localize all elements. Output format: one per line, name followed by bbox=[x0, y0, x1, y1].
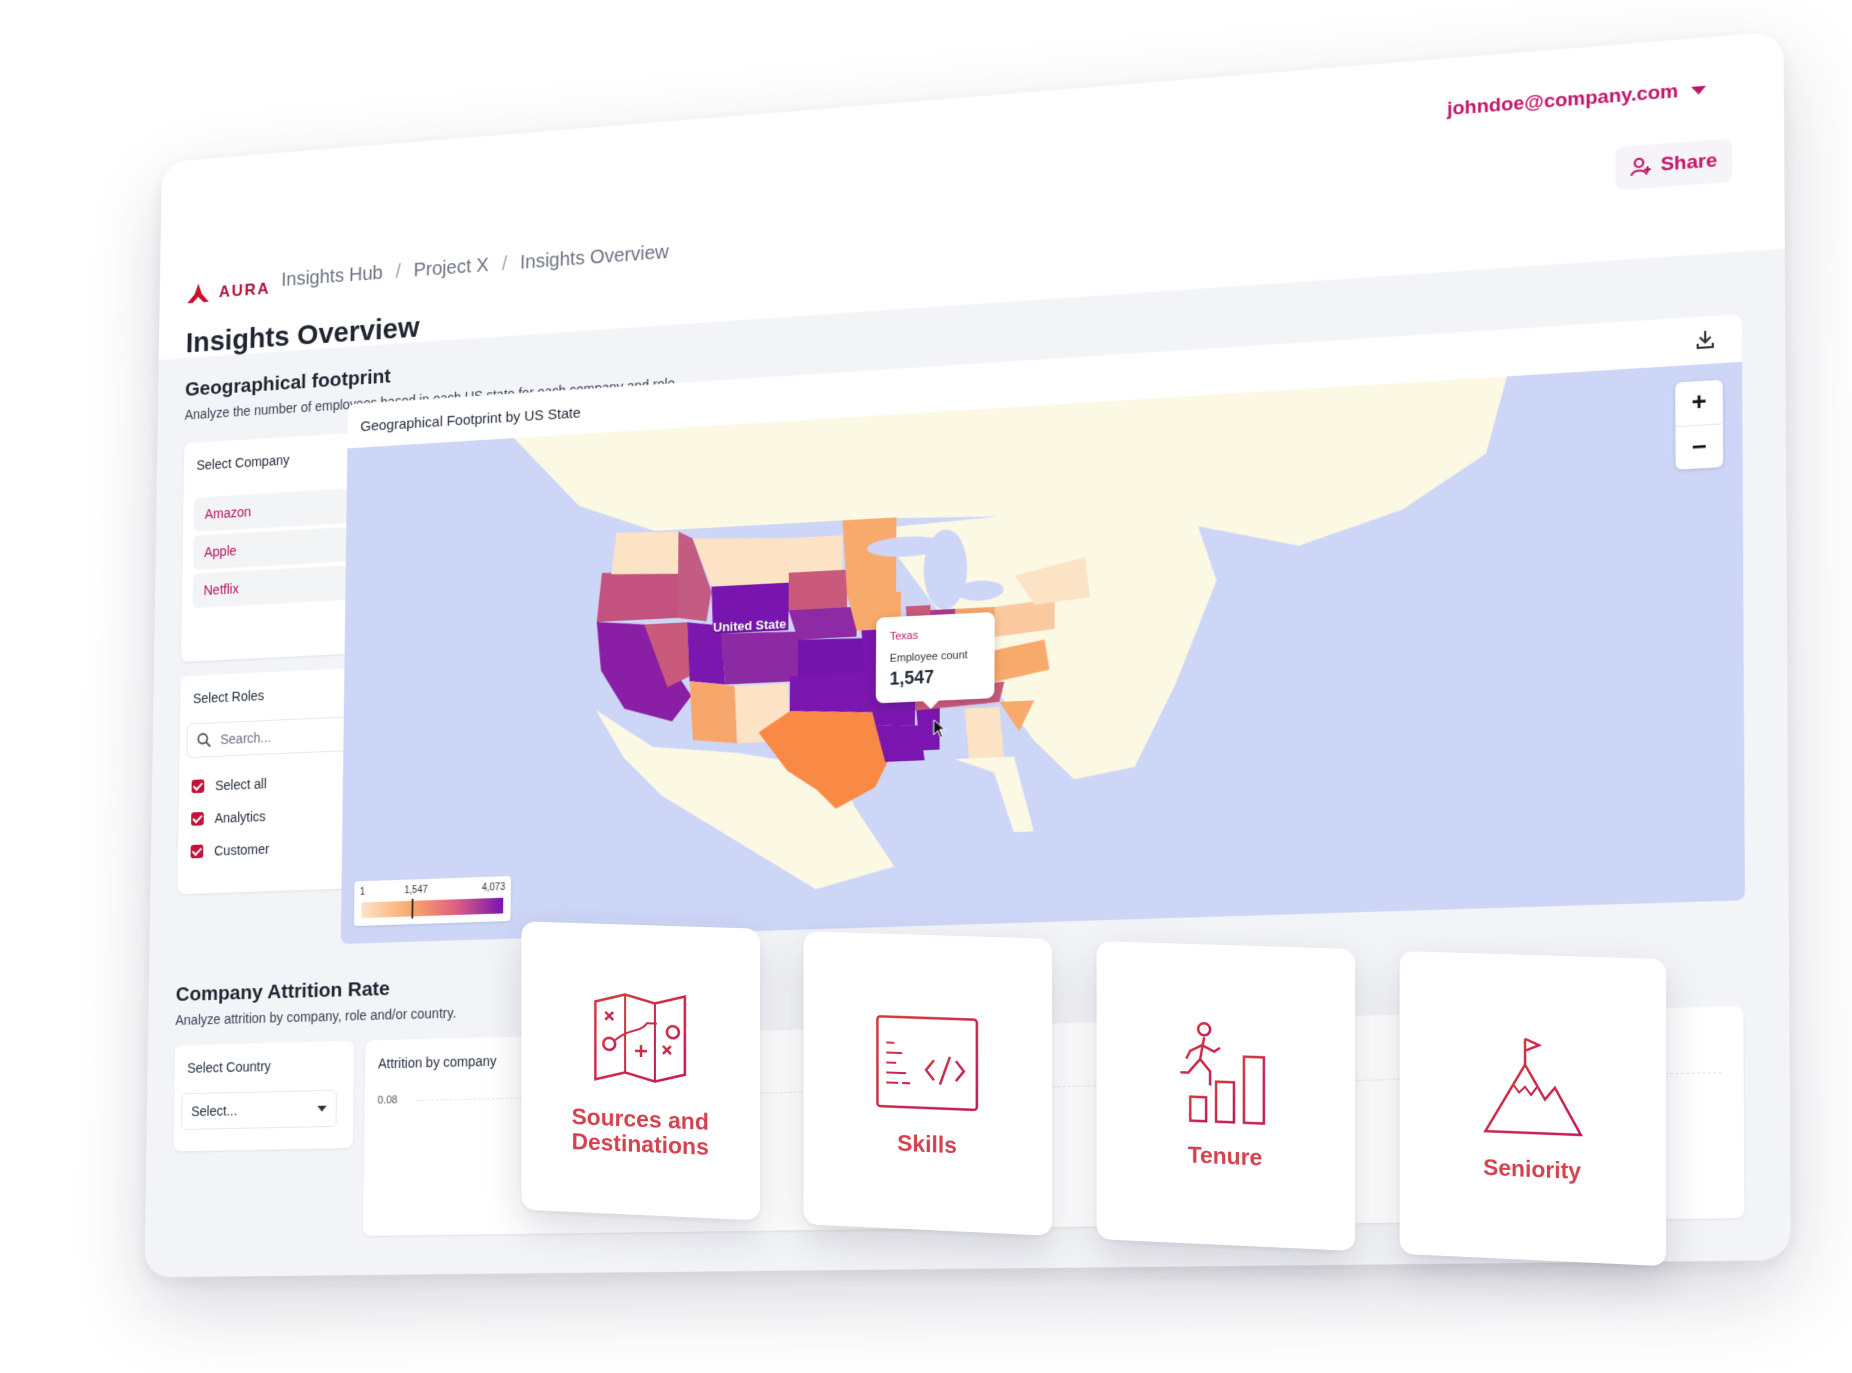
legend-marker bbox=[411, 899, 413, 919]
feature-card-sources-destinations[interactable]: Sources and Destinations bbox=[521, 921, 760, 1220]
state-washington bbox=[611, 530, 678, 578]
breadcrumb-current: Insights Overview bbox=[520, 241, 669, 274]
legend-max: 4,073 bbox=[482, 882, 506, 894]
aura-logo-icon bbox=[186, 281, 210, 307]
code-window-icon bbox=[872, 1006, 981, 1120]
legend-gradient bbox=[361, 898, 503, 918]
state-north-dakota bbox=[789, 535, 843, 573]
zoom-in-button[interactable]: + bbox=[1675, 380, 1723, 426]
tooltip-value: 1,547 bbox=[890, 667, 935, 690]
attrition-chart-title: Attrition by company bbox=[378, 1053, 497, 1071]
feature-card-tenure[interactable]: Tenure bbox=[1097, 941, 1356, 1251]
top-bar: AURA Insights Hub / Project X / Insights… bbox=[159, 31, 1785, 360]
select-roles-panel: Select Roles Search... Select all Analyt… bbox=[177, 668, 359, 895]
download-icon[interactable] bbox=[1694, 328, 1716, 350]
card-label: Skills bbox=[897, 1131, 957, 1159]
role-option-customer[interactable]: Customer bbox=[191, 841, 270, 859]
country-select[interactable]: Select... bbox=[181, 1090, 337, 1130]
state-florida bbox=[954, 756, 1034, 835]
select-roles-title: Select Roles bbox=[193, 688, 264, 707]
user-email: johndoe@company.com bbox=[1447, 81, 1678, 121]
map-tooltip: Texas Employee count 1,547 bbox=[876, 612, 995, 704]
breadcrumb: Insights Hub / Project X / Insights Over… bbox=[281, 241, 669, 291]
checkbox-checked[interactable] bbox=[191, 812, 204, 826]
brand-name: AURA bbox=[219, 279, 271, 302]
zoom-controls: + − bbox=[1675, 380, 1723, 470]
role-label: Analytics bbox=[215, 808, 266, 825]
attrition-section-title: Company Attrition Rate bbox=[176, 977, 390, 1006]
state-arizona bbox=[689, 679, 738, 745]
map-route-icon bbox=[585, 981, 694, 1095]
state-colorado bbox=[720, 630, 798, 685]
roles-search-input[interactable]: Search... bbox=[187, 716, 355, 758]
user-menu[interactable]: johndoe@company.com bbox=[1447, 79, 1706, 122]
select-company-panel: Select Company Amazon Apple Netflix bbox=[181, 432, 362, 662]
tooltip-state: Texas bbox=[890, 630, 918, 643]
mouse-cursor-icon bbox=[933, 718, 947, 739]
state-oregon bbox=[597, 569, 678, 622]
search-placeholder: Search... bbox=[220, 729, 271, 747]
chevron-down-icon bbox=[317, 1106, 326, 1112]
state-oklahoma bbox=[790, 673, 876, 717]
share-label: Share bbox=[1661, 150, 1718, 177]
attrition-section-description: Analyze attrition by company, role and/o… bbox=[175, 1005, 456, 1028]
page-title: Insights Overview bbox=[186, 311, 420, 360]
y-axis-tick: 0.08 bbox=[377, 1094, 397, 1106]
search-icon bbox=[197, 732, 212, 748]
mountain-flag-icon bbox=[1477, 1031, 1586, 1145]
brand-logo[interactable]: AURA bbox=[186, 276, 270, 307]
checkbox-checked[interactable] bbox=[192, 779, 205, 793]
state-nebraska bbox=[788, 607, 856, 640]
climbing-steps-icon bbox=[1170, 1018, 1279, 1132]
state-georgia bbox=[964, 707, 1004, 759]
chevron-down-icon bbox=[1691, 86, 1706, 95]
share-button[interactable]: Share bbox=[1616, 138, 1733, 190]
select-country-panel: Select Country Select... bbox=[173, 1041, 354, 1152]
card-label: Sources and Destinations bbox=[521, 1102, 760, 1163]
breadcrumb-insights-hub[interactable]: Insights Hub bbox=[281, 262, 383, 291]
role-label: Customer bbox=[214, 841, 269, 858]
map-legend: 1 1,547 4,073 bbox=[354, 876, 511, 926]
state-south-dakota bbox=[789, 570, 848, 611]
company-item-apple[interactable]: Apple bbox=[193, 527, 348, 570]
country-select-value: Select... bbox=[191, 1103, 237, 1119]
card-label: Tenure bbox=[1188, 1143, 1263, 1171]
breadcrumb-separator: / bbox=[502, 253, 507, 276]
map-title: Geographical Footprint by US State bbox=[360, 405, 580, 435]
role-option-select-all[interactable]: Select all bbox=[191, 776, 266, 794]
add-user-icon bbox=[1631, 156, 1652, 178]
zoom-out-button[interactable]: − bbox=[1675, 423, 1723, 470]
role-option-analytics[interactable]: Analytics bbox=[191, 808, 266, 826]
legend-min: 1 bbox=[360, 887, 365, 898]
company-item-netflix[interactable]: Netflix bbox=[193, 565, 348, 608]
select-company-title: Select Company bbox=[196, 452, 289, 473]
checkbox-checked[interactable] bbox=[191, 845, 204, 859]
card-label: Seniority bbox=[1483, 1155, 1581, 1184]
state-kansas bbox=[798, 636, 867, 676]
legend-mid: 1,547 bbox=[404, 885, 427, 897]
company-item-amazon[interactable]: Amazon bbox=[194, 489, 349, 532]
feature-card-skills[interactable]: Skills bbox=[803, 931, 1052, 1236]
tooltip-label: Employee count bbox=[890, 649, 968, 665]
role-label: Select all bbox=[215, 776, 267, 793]
breadcrumb-separator: / bbox=[395, 261, 400, 283]
breadcrumb-project[interactable]: Project X bbox=[413, 255, 488, 283]
select-country-title: Select Country bbox=[187, 1058, 271, 1075]
feature-card-seniority[interactable]: Seniority bbox=[1400, 951, 1667, 1266]
us-choropleth-map[interactable]: Geographical Footprint by US State + − U… bbox=[341, 314, 1745, 944]
